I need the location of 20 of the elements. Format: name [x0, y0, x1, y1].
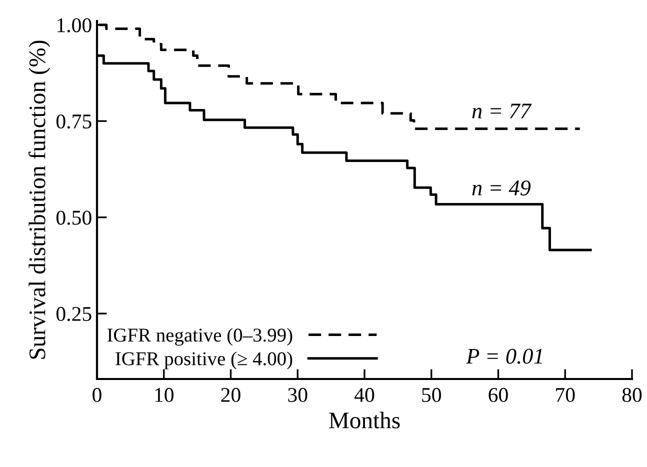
legend-label: IGFR positive (≥ 4.00) [116, 352, 292, 370]
x-tick-label: 30 [288, 388, 308, 402]
x-tick-label: 0 [92, 388, 102, 402]
x-tick-label: 80 [622, 388, 642, 402]
annotation: n = 77 [472, 104, 532, 118]
x-tick-label: 60 [488, 388, 508, 402]
y-tick-label: 1.00 [58, 18, 92, 32]
annotation: n = 49 [472, 180, 531, 196]
x-tick-label: 70 [556, 388, 575, 402]
x-axis-title: Months [329, 412, 400, 428]
y-tick-label: 0.50 [56, 210, 92, 225]
legend-label: IGFR negative (0–3.99) [107, 328, 292, 346]
x-tick-label: 40 [354, 388, 374, 402]
y-axis-title: Survival distribution function (%) [28, 40, 50, 359]
x-tick-label: 50 [422, 388, 441, 402]
x-tick-label: 10 [155, 388, 174, 402]
y-tick-label: 0.25 [56, 306, 92, 322]
annotation: P = 0.01 [466, 348, 542, 364]
y-tick-label: 0.75 [56, 114, 92, 129]
x-tick-label: 20 [221, 388, 240, 402]
